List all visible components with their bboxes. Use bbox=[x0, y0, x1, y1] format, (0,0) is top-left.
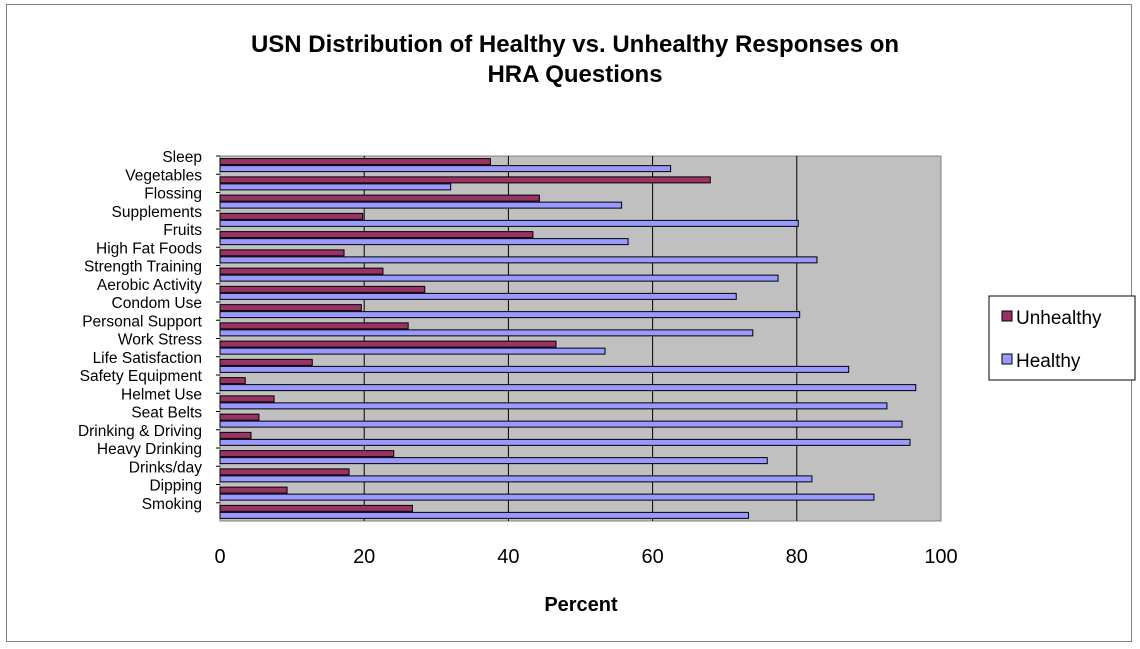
x-tick-label: 80 bbox=[786, 546, 808, 568]
bars bbox=[219, 158, 917, 519]
category-label: Fruits bbox=[163, 222, 202, 239]
bar-unhealthy bbox=[219, 395, 275, 403]
x-axis-title: Percent bbox=[544, 594, 618, 616]
bar-unhealthy bbox=[219, 322, 409, 330]
bar-unhealthy bbox=[219, 377, 246, 385]
bar-healthy bbox=[219, 256, 818, 264]
category-label: Supplements bbox=[112, 204, 203, 221]
y-axis-ticks bbox=[216, 155, 220, 504]
legend-label-unhealthy: Unhealthy bbox=[1016, 308, 1102, 329]
bar-healthy bbox=[219, 329, 754, 337]
bar-healthy bbox=[219, 384, 917, 392]
bar-unhealthy bbox=[219, 212, 364, 220]
legend-box bbox=[988, 295, 1136, 381]
category-label: Life Satisfaction bbox=[93, 350, 202, 367]
bar-healthy bbox=[219, 402, 888, 410]
bar-unhealthy bbox=[219, 450, 395, 458]
category-label: High Fat Foods bbox=[96, 240, 202, 257]
x-tick-label: 60 bbox=[641, 546, 663, 568]
bar-healthy bbox=[219, 201, 623, 209]
bar-unhealthy bbox=[219, 486, 288, 494]
bar-healthy bbox=[219, 511, 749, 519]
category-label: Safety Equipment bbox=[80, 368, 203, 385]
category-label: Aerobic Activity bbox=[97, 277, 202, 294]
chart-title-line-2: HRA Questions bbox=[487, 61, 662, 88]
bar-unhealthy bbox=[219, 304, 362, 312]
bar-healthy bbox=[219, 274, 779, 282]
bar-unhealthy bbox=[219, 285, 426, 293]
bar-unhealthy bbox=[219, 431, 252, 439]
bar-healthy bbox=[219, 475, 813, 483]
bar-healthy bbox=[219, 347, 606, 355]
chart-title-line-1: USN Distribution of Healthy vs. Unhealth… bbox=[251, 31, 899, 58]
x-tick-label: 100 bbox=[924, 546, 957, 568]
x-tick-label: 0 bbox=[214, 546, 225, 568]
bar-healthy bbox=[219, 420, 903, 428]
x-tick-label: 40 bbox=[497, 546, 519, 568]
category-label: Heavy Drinking bbox=[97, 441, 202, 458]
bar-healthy bbox=[219, 238, 629, 246]
category-label: Helmet Use bbox=[121, 386, 202, 403]
category-label: Flossing bbox=[144, 186, 202, 203]
bar-unhealthy bbox=[219, 267, 384, 275]
legend-swatch-healthy bbox=[1001, 353, 1013, 365]
bar-unhealthy bbox=[219, 468, 350, 476]
category-label: Work Stress bbox=[118, 332, 202, 349]
bar-healthy bbox=[219, 219, 799, 227]
category-label: Vegetables bbox=[125, 167, 202, 184]
category-label: Condom Use bbox=[112, 295, 202, 312]
plot-area bbox=[219, 155, 942, 522]
category-label: Drinking & Driving bbox=[78, 423, 202, 440]
category-label: Strength Training bbox=[84, 259, 202, 276]
bar-unhealthy bbox=[219, 358, 313, 366]
category-label: Personal Support bbox=[82, 313, 202, 330]
bar-healthy bbox=[219, 438, 911, 446]
bar-healthy bbox=[219, 165, 672, 173]
bar-unhealthy bbox=[219, 504, 414, 512]
bar-unhealthy bbox=[219, 249, 345, 257]
bar-healthy bbox=[219, 365, 850, 373]
category-label: Dipping bbox=[149, 478, 202, 495]
bar-unhealthy bbox=[219, 340, 557, 348]
legend: Unhealthy Healthy bbox=[988, 295, 1136, 381]
bar-healthy bbox=[219, 311, 801, 319]
category-label: Drinks/day bbox=[129, 459, 202, 476]
category-label: Seat Belts bbox=[131, 405, 202, 422]
bar-unhealthy bbox=[219, 176, 711, 184]
x-tick-label: 20 bbox=[353, 546, 375, 568]
bar-unhealthy bbox=[219, 194, 540, 202]
bar-healthy bbox=[219, 183, 452, 191]
category-label: Smoking bbox=[142, 496, 202, 513]
bar-healthy bbox=[219, 493, 875, 501]
bar-unhealthy bbox=[219, 413, 260, 421]
x-axis-tick-labels: 0 20 40 60 80 100 bbox=[214, 546, 957, 568]
bar-unhealthy bbox=[219, 231, 534, 239]
category-label: Sleep bbox=[162, 149, 202, 166]
bar-unhealthy bbox=[219, 158, 491, 166]
legend-swatch-unhealthy bbox=[1001, 310, 1013, 322]
bar-healthy bbox=[219, 457, 768, 465]
legend-label-healthy: Healthy bbox=[1016, 351, 1081, 372]
bar-healthy bbox=[219, 292, 737, 300]
